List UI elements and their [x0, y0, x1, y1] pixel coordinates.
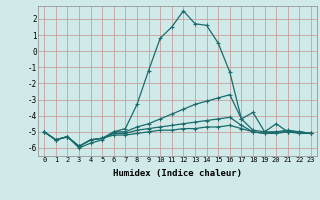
X-axis label: Humidex (Indice chaleur): Humidex (Indice chaleur) [113, 169, 242, 178]
